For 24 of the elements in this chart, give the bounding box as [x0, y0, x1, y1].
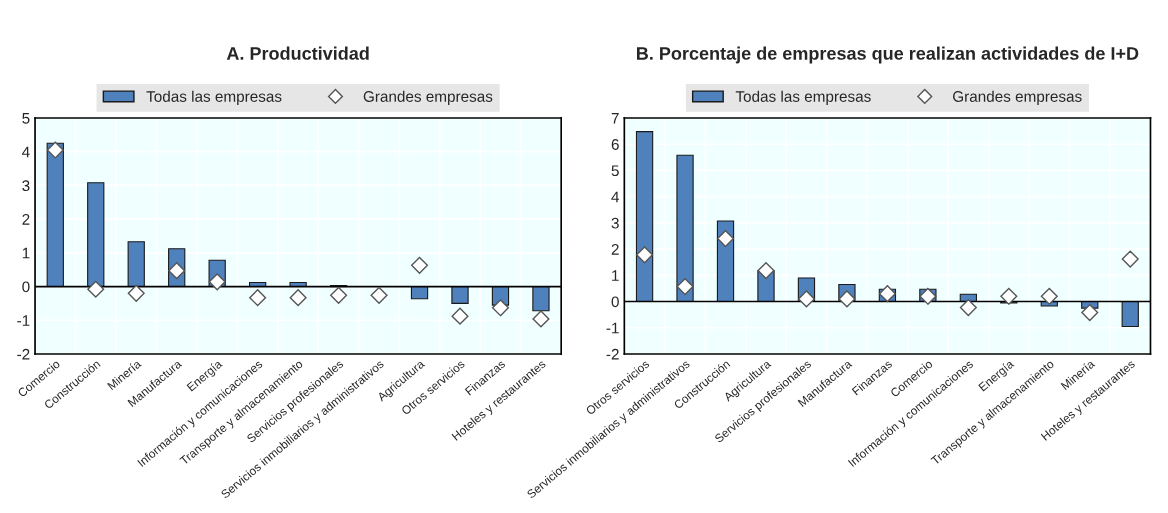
y-tick-label: 1: [612, 270, 619, 281]
y-tick-label: 5: [22, 113, 30, 124]
chart-title: B. Porcentaje de empresas que realizan actividades de I+D: [637, 46, 1139, 64]
legend-label: Todas las empresas: [735, 90, 871, 105]
chart-title: A. Productividad: [226, 46, 369, 60]
y-tick-label: 2: [611, 243, 619, 255]
y-tick-label: 3: [611, 217, 619, 229]
legend-label: Grandes empresas: [363, 90, 493, 105]
y-tick-label: 1: [22, 247, 30, 259]
y-tick-label: 4: [22, 146, 30, 158]
y-tick-label: 7: [611, 113, 619, 124]
y-tick-label: 5: [611, 165, 619, 177]
y-tick-label: -2: [606, 348, 619, 360]
y-tick-label: 3: [22, 180, 30, 192]
y-tick-label: 6: [611, 139, 619, 150]
y-tick-label: -2: [17, 348, 30, 360]
y-tick-label: -1: [606, 322, 619, 334]
legend-label: Grandes empresas: [953, 90, 1082, 105]
y-tick-label: -1: [17, 315, 30, 326]
y-tick-label: 0: [22, 281, 30, 293]
legend-label: Todas las empresas: [146, 90, 282, 105]
y-tick-label: 4: [611, 191, 620, 203]
y-tick-label: 0: [611, 296, 619, 308]
y-tick-label: 2: [22, 213, 30, 225]
